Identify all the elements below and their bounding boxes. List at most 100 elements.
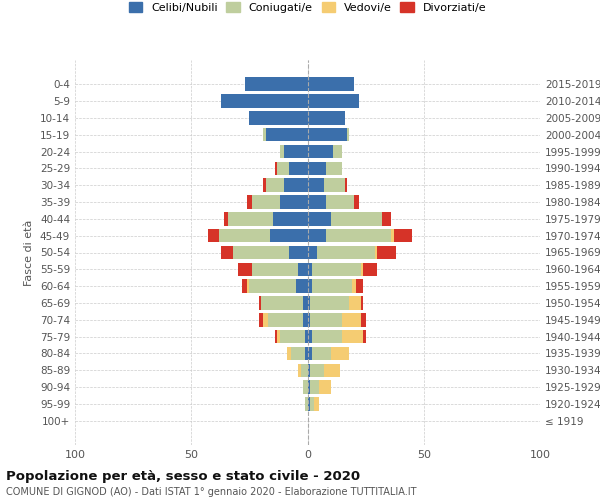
Bar (261, 296, 303, 310)
Bar (308, 229, 326, 242)
Bar (277, 330, 280, 344)
Bar (259, 296, 261, 310)
Bar (301, 364, 308, 377)
Bar (310, 364, 324, 377)
Bar (259, 313, 263, 326)
Bar (263, 178, 266, 192)
Bar (266, 178, 284, 192)
Bar (271, 229, 308, 242)
Bar (280, 145, 284, 158)
Bar (356, 280, 364, 293)
Bar (291, 346, 305, 360)
Bar (361, 296, 364, 310)
Bar (331, 212, 382, 226)
Y-axis label: Fasce di età: Fasce di età (25, 220, 34, 286)
Bar (308, 178, 324, 192)
Bar (308, 346, 312, 360)
Bar (263, 313, 268, 326)
Bar (391, 229, 394, 242)
Bar (242, 280, 247, 293)
Bar (308, 94, 359, 108)
Bar (224, 212, 229, 226)
Bar (394, 229, 412, 242)
Bar (364, 262, 377, 276)
Bar (319, 380, 331, 394)
Bar (280, 330, 305, 344)
Bar (382, 212, 391, 226)
Bar (250, 111, 308, 124)
Bar (289, 162, 308, 175)
Bar (252, 262, 298, 276)
Legend: Celibi/Nubili, Coniugati/e, Vedovi/e, Divorziati/e: Celibi/Nubili, Coniugati/e, Vedovi/e, Di… (123, 0, 492, 18)
Bar (361, 262, 364, 276)
Bar (289, 246, 308, 259)
Bar (308, 196, 326, 209)
Bar (275, 330, 277, 344)
Bar (277, 162, 289, 175)
Bar (364, 330, 365, 344)
Bar (308, 128, 347, 141)
Bar (349, 296, 361, 310)
Bar (208, 229, 219, 242)
Bar (308, 111, 344, 124)
Bar (347, 128, 349, 141)
Bar (310, 397, 314, 410)
Bar (247, 280, 250, 293)
Bar (308, 78, 354, 91)
Bar (308, 262, 312, 276)
Bar (298, 364, 301, 377)
Bar (308, 330, 312, 344)
Bar (275, 162, 277, 175)
Bar (284, 145, 308, 158)
Text: COMUNE DI GIGNOD (AO) - Dati ISTAT 1° gennaio 2020 - Elaborazione TUTTITALIA.IT: COMUNE DI GIGNOD (AO) - Dati ISTAT 1° ge… (6, 487, 416, 497)
Bar (310, 380, 319, 394)
Bar (375, 246, 377, 259)
Bar (247, 196, 252, 209)
Bar (310, 296, 349, 310)
Bar (312, 346, 331, 360)
Bar (308, 145, 333, 158)
Bar (272, 212, 308, 226)
Bar (221, 246, 233, 259)
Bar (361, 313, 365, 326)
Bar (344, 178, 347, 192)
Bar (305, 330, 308, 344)
Bar (308, 296, 310, 310)
Bar (287, 346, 291, 360)
Text: Popolazione per età, sesso e stato civile - 2020: Popolazione per età, sesso e stato civil… (6, 470, 360, 483)
Bar (308, 162, 326, 175)
Bar (326, 162, 343, 175)
Bar (305, 397, 308, 410)
Bar (245, 78, 308, 91)
Bar (352, 280, 356, 293)
Bar (312, 280, 352, 293)
Bar (303, 296, 308, 310)
Bar (296, 280, 308, 293)
Bar (252, 196, 280, 209)
Bar (326, 229, 391, 242)
Bar (377, 246, 396, 259)
Bar (233, 246, 289, 259)
Bar (312, 330, 343, 344)
Bar (268, 313, 303, 326)
Bar (298, 262, 308, 276)
Bar (308, 246, 317, 259)
Bar (310, 313, 343, 326)
Bar (314, 397, 319, 410)
Bar (305, 346, 308, 360)
Bar (317, 246, 375, 259)
Bar (280, 196, 308, 209)
Bar (238, 262, 252, 276)
Bar (324, 178, 344, 192)
Bar (354, 196, 359, 209)
Bar (250, 280, 296, 293)
Bar (308, 364, 310, 377)
Bar (219, 229, 271, 242)
Bar (303, 380, 308, 394)
Y-axis label: Anni di nascita: Anni di nascita (597, 211, 600, 294)
Bar (331, 346, 349, 360)
Bar (266, 128, 308, 141)
Bar (343, 313, 361, 326)
Bar (221, 94, 308, 108)
Bar (326, 196, 354, 209)
